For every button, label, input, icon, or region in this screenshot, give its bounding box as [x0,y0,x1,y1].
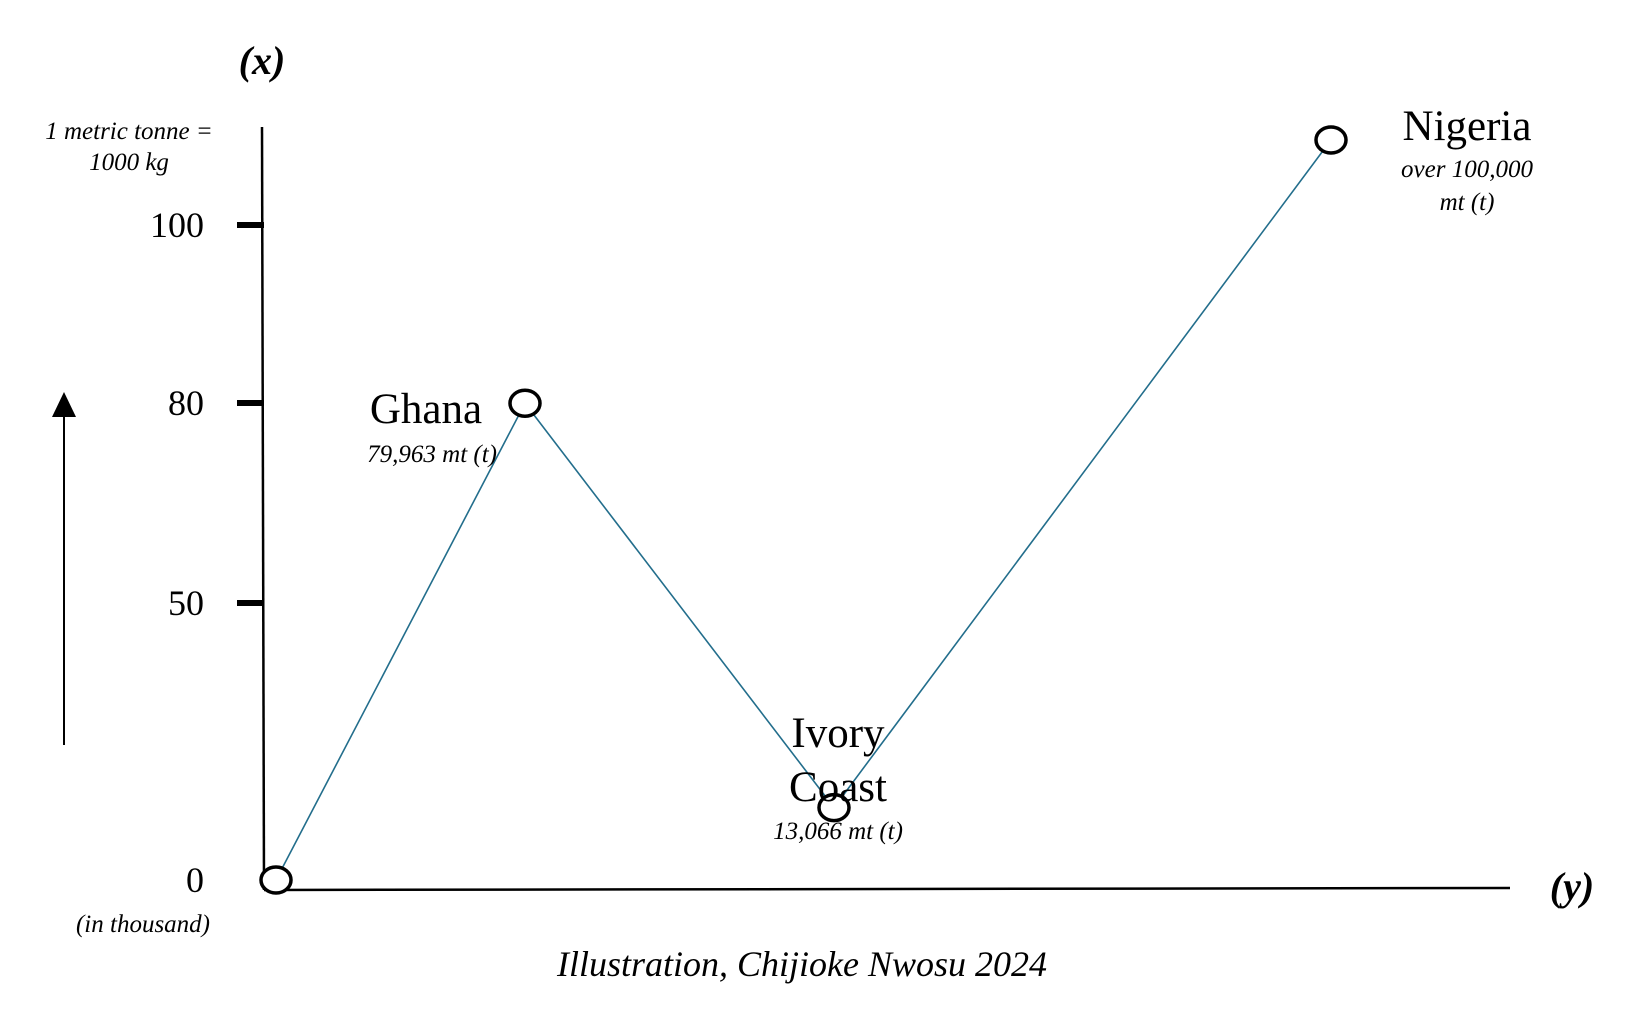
value-label-1-0: 79,963 mt (t) [367,441,497,468]
series-line [275,139,1332,881]
data-labels: Ghana 79,963 mt (t) Ivory Coast 13,066 mt (t… [367,103,1533,845]
up-arrow-icon [52,392,76,417]
y-tick-label-50: 50 [168,583,204,623]
data-points [259,125,1348,895]
data-point-2 [817,792,851,823]
data-point-1 [508,388,542,418]
value-label-2-0: 13,066 mt (t) [773,818,903,845]
value-label-3-1: mt (t) [1440,189,1495,216]
country-label-2-1: Coast [789,764,887,811]
y-tick-label-0: 0 [186,860,204,900]
y-tick-label-80: 80 [168,383,204,423]
x-axis-line [263,886,1511,892]
country-label-2-0: Ivory [791,710,885,757]
country-label-3-0: Nigeria [1403,103,1532,150]
chart-caption: Illustration, Chijioke Nwosu 2024 [556,944,1047,984]
country-label-1-0: Ghana [370,386,482,433]
y-axis-ticks: 0 50 80 100 [150,205,264,900]
value-label-3-0: over 100,000 [1401,156,1533,183]
data-point-3 [1314,125,1348,155]
unit-note-line-2: 1000 kg [89,149,169,176]
y-axis-line [260,126,266,891]
y-tick-label-100: 100 [150,205,204,245]
x-axis-variable-label: (y) [1550,864,1594,909]
data-point-0 [259,865,293,895]
unit-note-line-1: 1 metric tonne = [45,118,213,145]
y-axis-variable-label: (x) [239,38,286,83]
scale-note: (in thousand) [76,911,210,938]
